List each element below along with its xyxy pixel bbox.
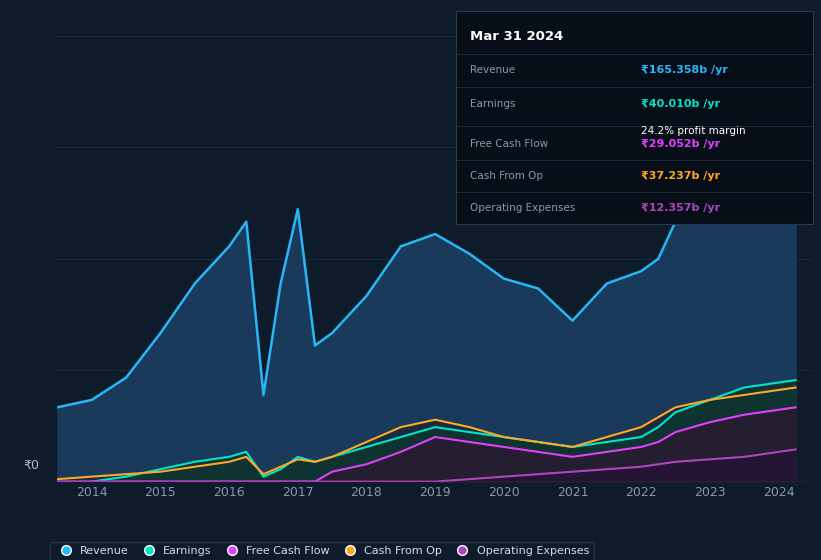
Text: 24.2% profit margin: 24.2% profit margin — [641, 127, 746, 137]
Text: Operating Expenses: Operating Expenses — [470, 203, 576, 213]
Text: ₹0: ₹0 — [24, 459, 39, 472]
Text: Earnings: Earnings — [470, 99, 516, 109]
Text: ₹12.357b /yr: ₹12.357b /yr — [641, 203, 721, 213]
Text: ₹180b: ₹180b — [24, 0, 63, 2]
Text: ₹29.052b /yr: ₹29.052b /yr — [641, 139, 721, 149]
Text: ₹37.237b /yr: ₹37.237b /yr — [641, 171, 721, 181]
Text: Cash From Op: Cash From Op — [470, 171, 543, 181]
Text: ₹40.010b /yr: ₹40.010b /yr — [641, 99, 721, 109]
Text: Mar 31 2024: Mar 31 2024 — [470, 30, 563, 43]
Legend: Revenue, Earnings, Free Cash Flow, Cash From Op, Operating Expenses: Revenue, Earnings, Free Cash Flow, Cash … — [50, 542, 594, 560]
Text: Free Cash Flow: Free Cash Flow — [470, 139, 548, 149]
Text: Revenue: Revenue — [470, 65, 515, 74]
Text: ₹165.358b /yr: ₹165.358b /yr — [641, 65, 728, 74]
